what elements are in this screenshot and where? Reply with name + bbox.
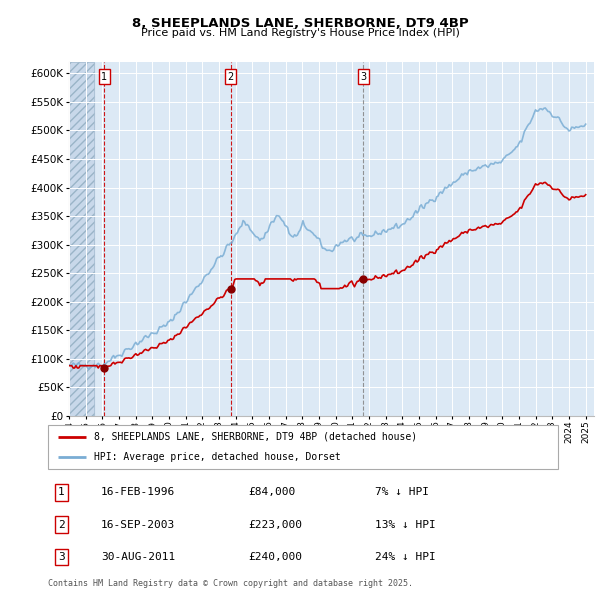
Text: 1: 1 xyxy=(58,487,65,497)
Text: 7% ↓ HPI: 7% ↓ HPI xyxy=(376,487,430,497)
Text: Contains HM Land Registry data © Crown copyright and database right 2025.
This d: Contains HM Land Registry data © Crown c… xyxy=(48,579,413,590)
Text: 16-SEP-2003: 16-SEP-2003 xyxy=(101,520,175,530)
Text: HPI: Average price, detached house, Dorset: HPI: Average price, detached house, Dors… xyxy=(94,452,341,462)
Text: 3: 3 xyxy=(360,72,367,82)
Bar xyxy=(69,62,94,416)
Text: Price paid vs. HM Land Registry's House Price Index (HPI): Price paid vs. HM Land Registry's House … xyxy=(140,28,460,38)
Text: 13% ↓ HPI: 13% ↓ HPI xyxy=(376,520,436,530)
Text: 2: 2 xyxy=(58,520,65,530)
Text: 8, SHEEPLANDS LANE, SHERBORNE, DT9 4BP: 8, SHEEPLANDS LANE, SHERBORNE, DT9 4BP xyxy=(131,17,469,30)
Text: 1: 1 xyxy=(101,72,107,82)
Text: 8, SHEEPLANDS LANE, SHERBORNE, DT9 4BP (detached house): 8, SHEEPLANDS LANE, SHERBORNE, DT9 4BP (… xyxy=(94,432,417,442)
Text: £240,000: £240,000 xyxy=(248,552,302,562)
FancyBboxPatch shape xyxy=(48,425,558,469)
Text: 24% ↓ HPI: 24% ↓ HPI xyxy=(376,552,436,562)
Text: £84,000: £84,000 xyxy=(248,487,296,497)
Text: £223,000: £223,000 xyxy=(248,520,302,530)
Bar xyxy=(69,62,94,416)
Text: 2: 2 xyxy=(228,72,234,82)
Text: 16-FEB-1996: 16-FEB-1996 xyxy=(101,487,175,497)
Text: 3: 3 xyxy=(58,552,65,562)
Text: 30-AUG-2011: 30-AUG-2011 xyxy=(101,552,175,562)
